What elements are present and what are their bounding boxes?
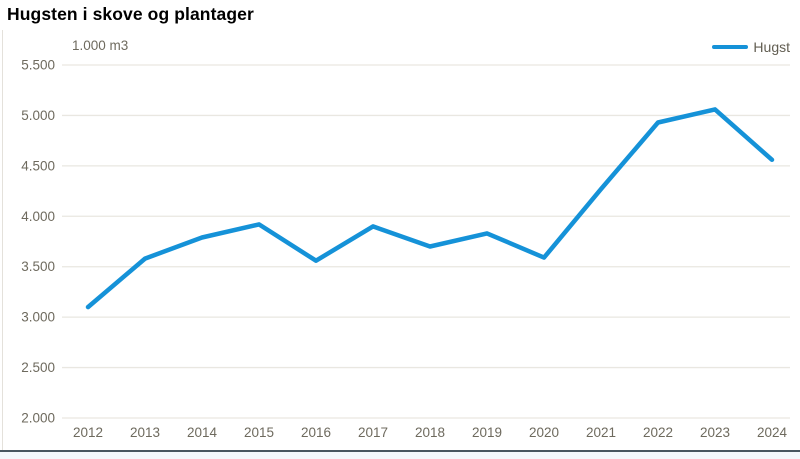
x-tick-label: 2020 [529, 425, 559, 440]
chart-title: Hugsten i skove og plantager [7, 4, 254, 24]
bottom-border-line [0, 450, 800, 452]
x-axis-tick-labels: 2012 2013 2014 2015 2016 2017 2018 2019 2020 2021… [73, 425, 788, 440]
y-tick-label: 5.000 [21, 108, 55, 123]
legend-line-swatch [712, 45, 749, 49]
x-tick-label: 2019 [472, 425, 502, 440]
gridlines [62, 64, 790, 419]
x-tick-label: 2017 [358, 425, 388, 440]
series-line-hugst [85, 107, 775, 310]
legend-series-label: Hugst [753, 39, 790, 55]
x-tick-label: 2015 [244, 425, 274, 440]
left-border-line [2, 30, 3, 451]
legend: Hugst [712, 39, 790, 55]
y-axis-unit-label: 1.000 m3 [72, 38, 129, 53]
x-tick-label: 2021 [586, 425, 616, 440]
x-tick-label: 2012 [73, 425, 103, 440]
y-tick-label: 4.500 [21, 158, 55, 173]
x-tick-label: 2016 [301, 425, 331, 440]
x-tick-label: 2018 [415, 425, 445, 440]
x-tick-label: 2013 [130, 425, 160, 440]
y-tick-label: 2.500 [21, 360, 55, 375]
x-tick-label: 2022 [643, 425, 673, 440]
y-tick-label: 5.500 [21, 58, 55, 73]
y-tick-label: 3.500 [21, 259, 55, 274]
y-tick-label: 2.000 [21, 411, 55, 426]
y-axis-tick-labels: 5.500 5.000 4.500 4.000 3.500 3.000 2.500 2.000 [21, 58, 55, 426]
x-tick-label: 2024 [757, 425, 788, 440]
y-tick-label: 4.000 [21, 209, 55, 224]
y-tick-label: 3.000 [21, 310, 55, 325]
x-tick-label: 2023 [700, 425, 730, 440]
x-tick-label: 2014 [187, 425, 218, 440]
bottom-strip [0, 452, 800, 459]
